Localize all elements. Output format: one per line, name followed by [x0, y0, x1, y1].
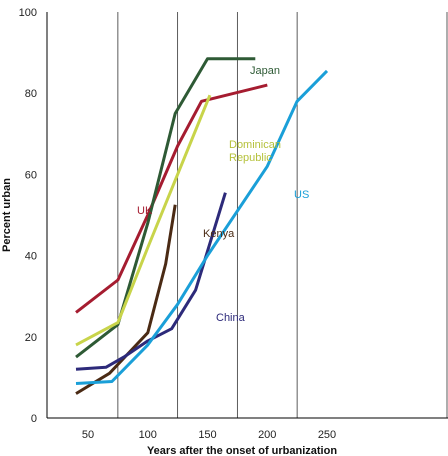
- x-tick-label: 150: [198, 429, 216, 441]
- y-tick-label: 0: [31, 413, 37, 425]
- series-label-us: US: [294, 189, 309, 201]
- series-lines: [75, 57, 329, 395]
- y-tick-label: 20: [25, 332, 37, 344]
- series-line-china: [75, 192, 227, 371]
- y-tick-label: 100: [19, 7, 37, 19]
- series-label-dominican: Dominican: [229, 139, 281, 151]
- series-label-uk: UK: [137, 205, 153, 217]
- series-line-dominican-republic: [75, 94, 212, 347]
- series-label-kenya: Kenya: [203, 228, 235, 240]
- series-label-japan: Japan: [250, 65, 280, 77]
- series-line-us: [75, 69, 329, 385]
- x-tick-label: 50: [82, 429, 94, 441]
- y-tick-label: 40: [25, 251, 37, 263]
- y-axis-title: Percent urban: [1, 178, 13, 252]
- series-line-kenya: [75, 204, 177, 395]
- vertical-gridlines: [117, 12, 448, 418]
- y-tick-label: 80: [25, 88, 37, 100]
- series-label-china: China: [216, 312, 246, 324]
- y-tick-labels: 0 20 40 60 80 100: [19, 7, 37, 425]
- series-label-republic: Republic: [229, 152, 272, 164]
- x-tick-label: 100: [139, 429, 157, 441]
- axes: [46, 12, 448, 419]
- x-tick-label: 250: [318, 429, 336, 441]
- x-tick-label: 200: [258, 429, 276, 441]
- y-tick-label: 60: [25, 169, 37, 181]
- x-axis-title: Years after the onset of urbanization: [147, 445, 337, 456]
- x-tick-labels: 50 100 150 200 250: [82, 429, 336, 441]
- series-line-japan: [75, 57, 256, 359]
- series-line-uk: [75, 83, 268, 314]
